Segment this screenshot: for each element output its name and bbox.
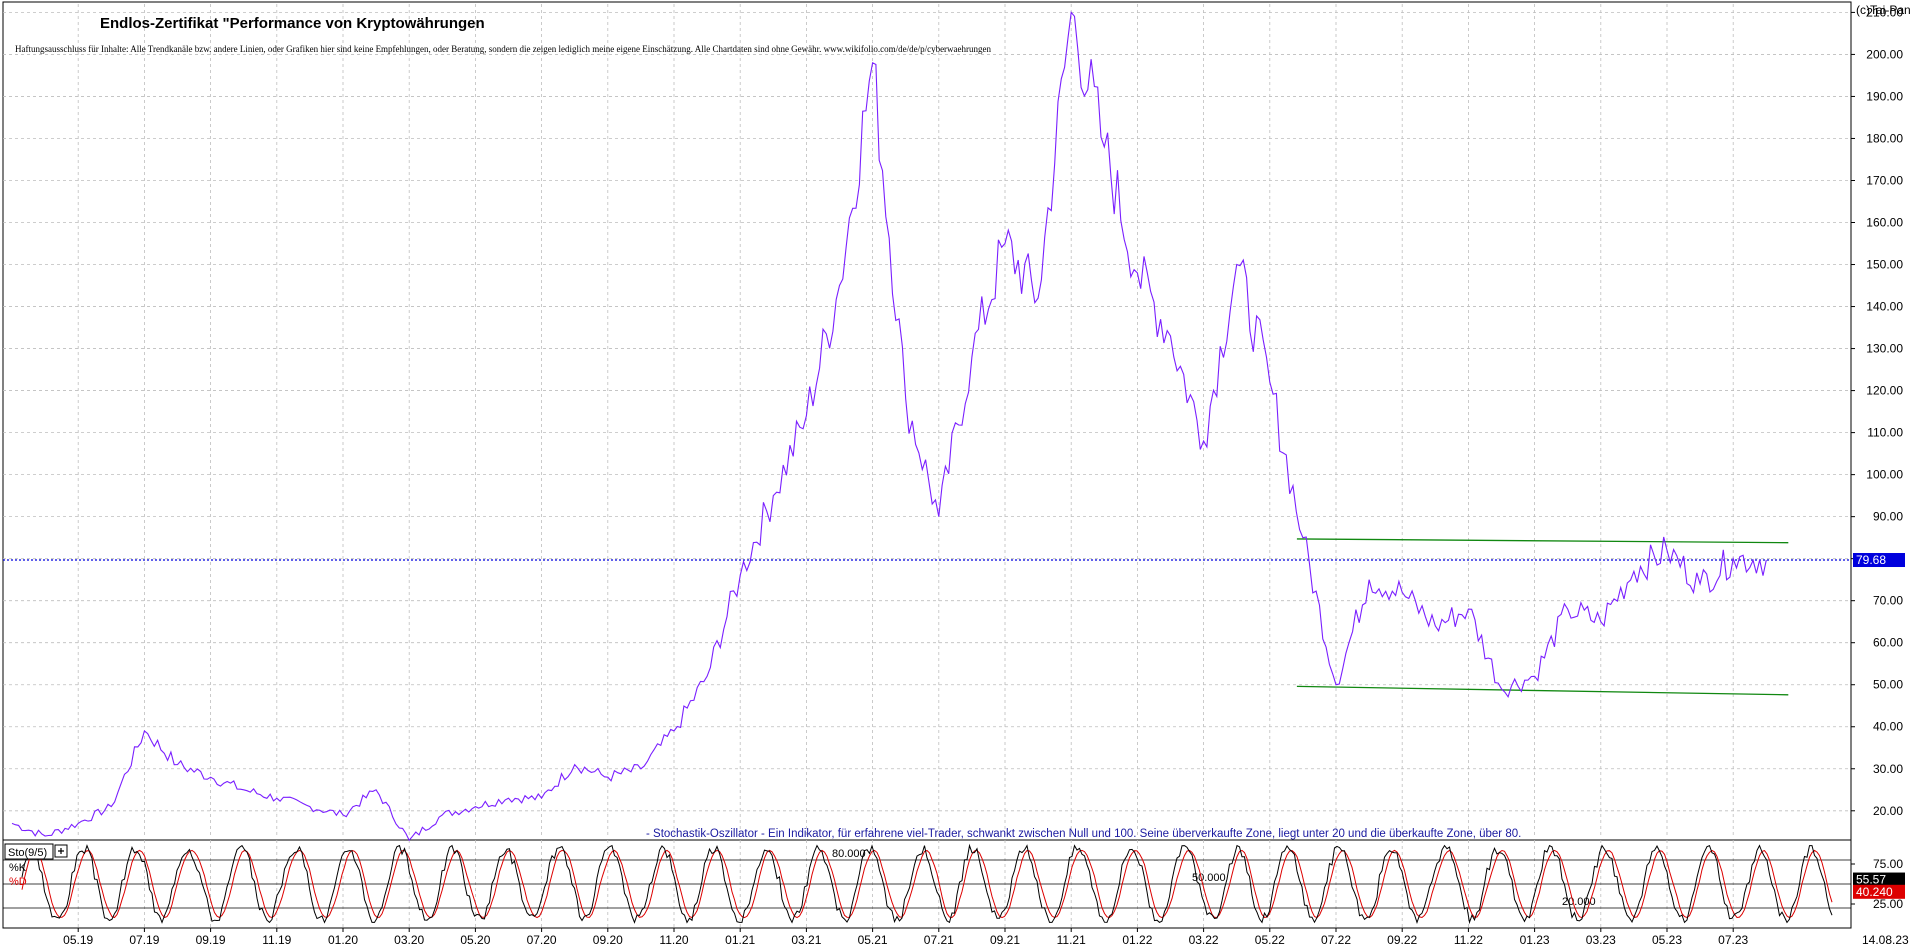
current-value-label: 79.68: [1856, 553, 1886, 567]
current-value-badge: [1853, 553, 1905, 568]
y-tick-label: 150.00: [1866, 258, 1903, 272]
y-tick-label: 60.00: [1873, 636, 1903, 650]
oscillator-annotation: - Stochastik-Oszillator - Ein Indikator,…: [646, 828, 1521, 840]
y-tick-label: 110.00: [1867, 426, 1903, 440]
x-tick-label: 01.21: [725, 933, 755, 947]
y-tick-label: 100.00: [1866, 468, 1903, 482]
k-series-line: [21, 843, 1833, 925]
x-tick-label: 07.21: [924, 933, 954, 947]
current-price-line: 79.68: [3, 553, 1905, 568]
x-tick-label: 03.21: [791, 933, 821, 947]
y-tick-label: 170.00: [1866, 173, 1903, 187]
osc-level-label: 80.000: [832, 848, 866, 860]
x-tick-label: 01.22: [1122, 933, 1152, 947]
x-tick-label: 09.21: [990, 933, 1020, 947]
x-tick-label: 05.23: [1652, 933, 1682, 947]
y-tick-label: 120.00: [1866, 384, 1903, 398]
x-tick-label: 07.20: [527, 933, 557, 947]
x-tick-label: 01.23: [1520, 933, 1550, 947]
x-tick-label: 07.19: [129, 933, 159, 947]
y-tick-label: 50.00: [1873, 678, 1903, 692]
osc-tick-label: 25.00: [1873, 897, 1903, 911]
x-tick-label: 07.22: [1321, 933, 1351, 947]
oscillator-label-box: [4, 843, 54, 860]
last-date-label: 14.08.23: [1862, 933, 1909, 947]
x-tick-label: 05.22: [1255, 933, 1285, 947]
y-tick-label: 40.00: [1873, 720, 1903, 734]
trend-line: [1296, 685, 1789, 696]
copyright-label: (c)Tai-Pan: [1856, 3, 1911, 17]
x-tick-label: 05.20: [460, 933, 490, 947]
x-tick-label: 09.19: [196, 933, 226, 947]
d-series-line: [21, 849, 1833, 919]
y-tick-label: 140.00: [1866, 300, 1903, 314]
time-axis: 05.19 07.19 09.19 11.19 01.20 03.20 05.20 07.20…: [63, 928, 1749, 947]
y-tick-label: 180.00: [1866, 131, 1903, 145]
y-tick-label: 90.00: [1873, 510, 1903, 524]
price-axis: 20.0030.0040.0050.0060.0070.0080.0090.00…: [1851, 5, 1903, 818]
trend-line: [1296, 538, 1789, 544]
x-tick-label: 05.19: [63, 933, 93, 947]
y-tick-label: 160.00: [1866, 216, 1903, 230]
y-tick-label: 130.00: [1866, 342, 1903, 356]
d-value-badge: [1853, 884, 1905, 899]
disclaimer-text: Haftungsausschluss für Inhalte: Alle Tre…: [15, 44, 992, 54]
d-value-label: 40.240: [1856, 885, 1893, 899]
price-series-line: [11, 11, 1767, 842]
k-legend-label: %K: [9, 862, 27, 874]
x-tick-label: 11.20: [659, 933, 688, 947]
y-tick-label: 210.00: [1866, 5, 1903, 19]
osc-tick-label: 75.00: [1873, 857, 1903, 871]
plus-icon: [58, 848, 64, 854]
trend-channel: [1296, 538, 1789, 696]
y-tick-label: 70.00: [1873, 594, 1903, 608]
osc-level-label: 20.000: [1562, 896, 1596, 908]
x-tick-label: 09.20: [593, 933, 623, 947]
x-tick-label: 07.23: [1718, 933, 1748, 947]
price-panel-frame: [2, 1, 1852, 841]
y-tick-label: 20.00: [1873, 804, 1903, 818]
x-tick-label: 11.19: [262, 933, 291, 947]
x-tick-label: 03.20: [394, 933, 424, 947]
y-tick-label: 200.00: [1866, 47, 1903, 61]
y-tick-label: 190.00: [1866, 89, 1903, 103]
x-tick-label: 09.22: [1387, 933, 1417, 947]
oscillator-label: Sto(9/5): [8, 847, 47, 859]
x-tick-label: 03.22: [1189, 933, 1219, 947]
d-legend-label: %D: [9, 876, 27, 888]
x-tick-label: 05.21: [858, 933, 888, 947]
chart-title: Endlos-Zertifikat "Performance von Krypt…: [100, 15, 485, 32]
k-value-badge: [1853, 872, 1905, 887]
y-tick-label: 30.00: [1873, 762, 1903, 776]
k-value-label: 55.57: [1856, 873, 1886, 887]
x-tick-label: 03.23: [1586, 933, 1616, 947]
x-tick-label: 01.20: [328, 933, 358, 947]
x-tick-label: 11.21: [1057, 933, 1086, 947]
grid: [3, 4, 1851, 928]
x-tick-label: 11.22: [1454, 933, 1483, 947]
